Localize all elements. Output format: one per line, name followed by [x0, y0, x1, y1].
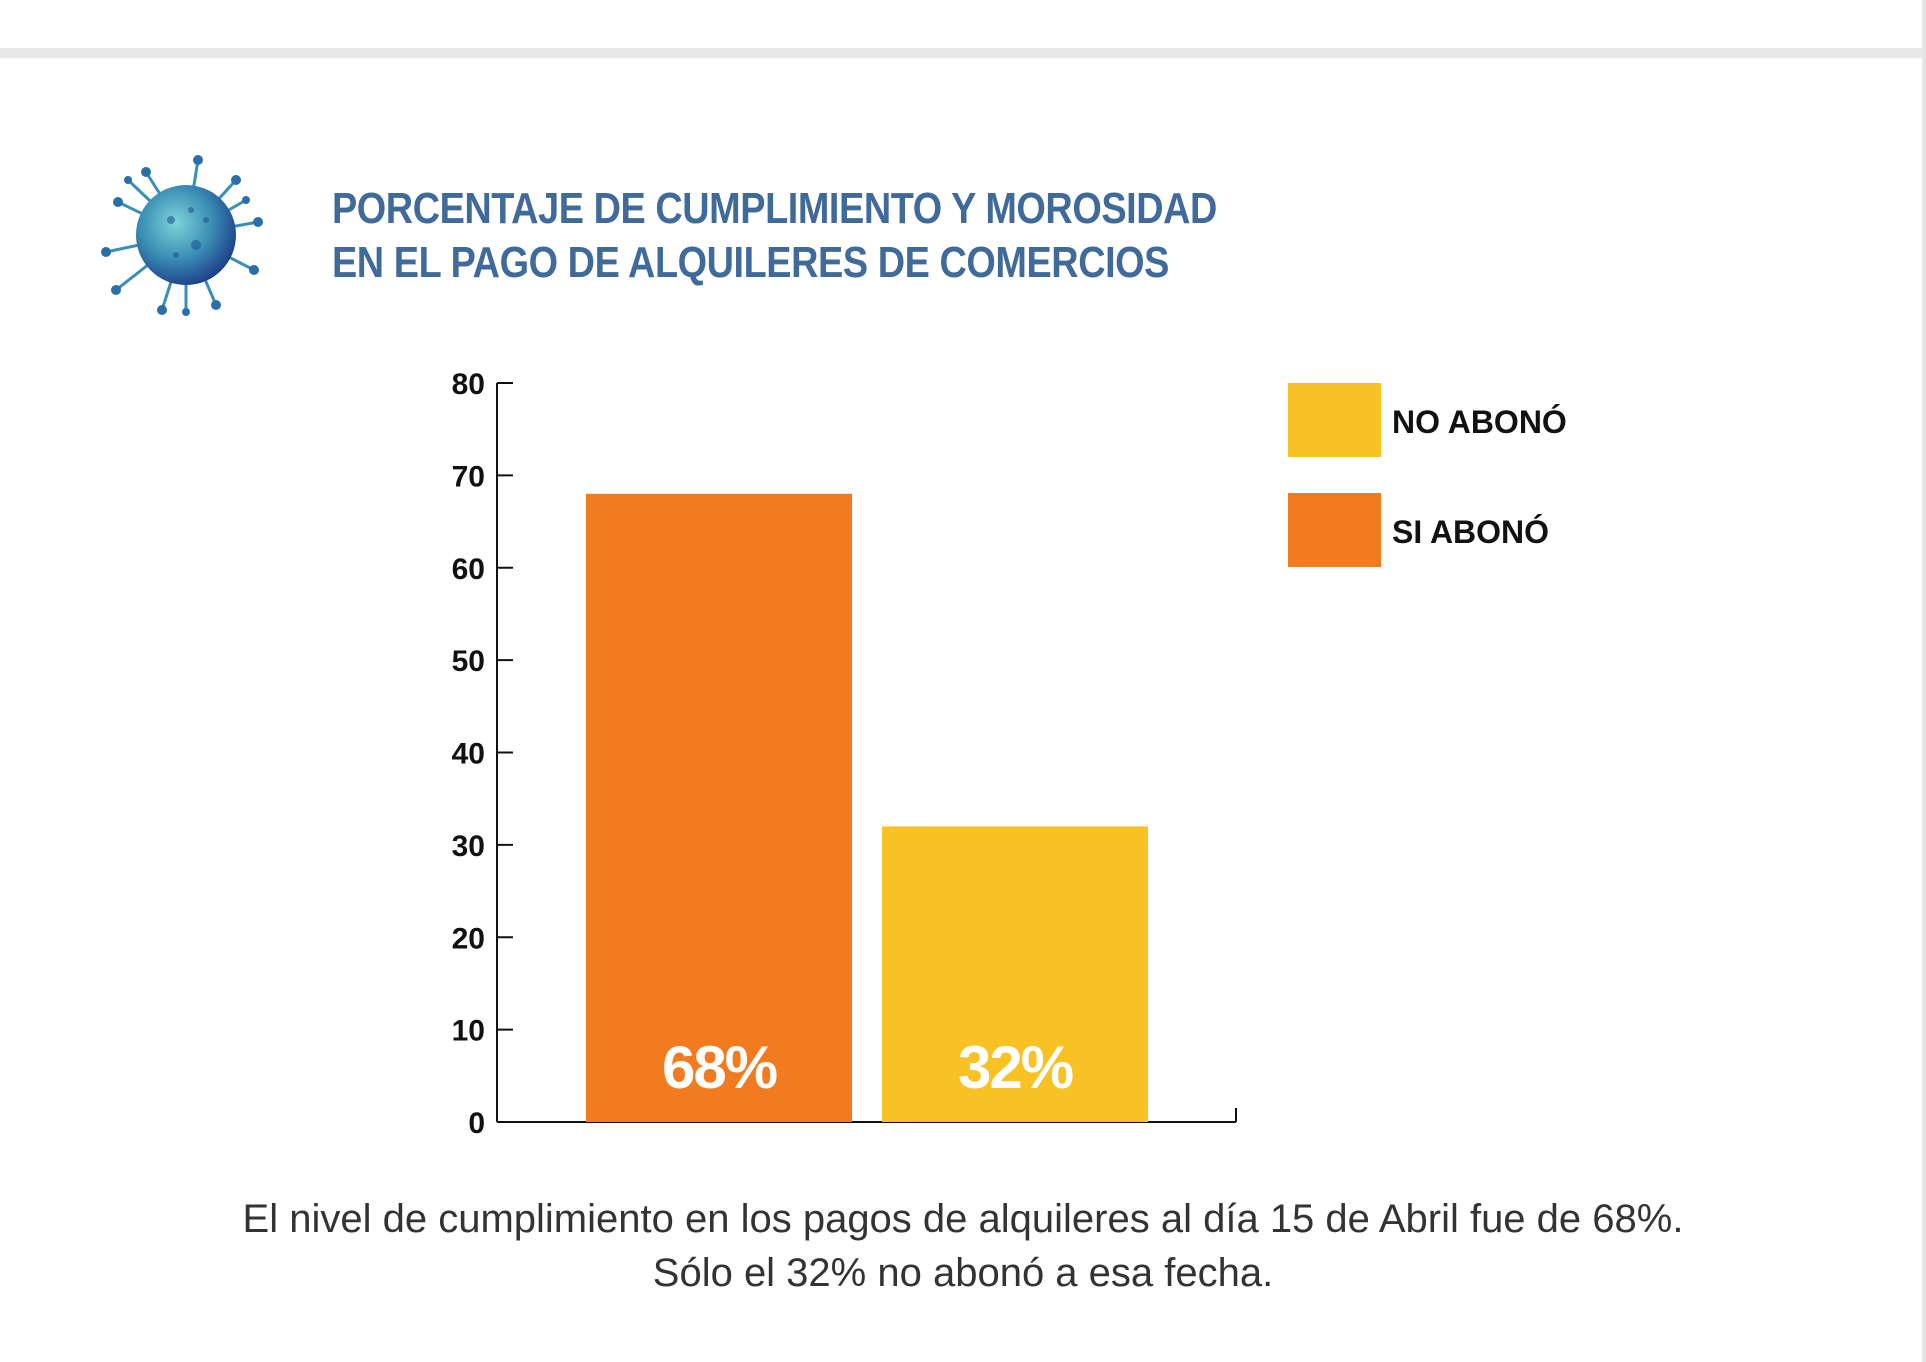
- legend-label: SI ABONÓ: [1392, 514, 1549, 550]
- top-strip: [0, 0, 1926, 58]
- bar-no-abono: [882, 826, 1148, 1122]
- caption-line-1: El nivel de cumplimiento en los pagos de…: [242, 1197, 1684, 1241]
- right-border: [1922, 0, 1926, 1362]
- legend-label: NO ABONÓ: [1392, 404, 1567, 440]
- y-tick-label: 0: [468, 1107, 485, 1140]
- y-tick-label: 20: [452, 922, 485, 955]
- legend-swatch: [1288, 493, 1381, 567]
- bar-si-abono: [586, 493, 852, 1123]
- y-tick-label: 80: [452, 368, 485, 401]
- chart-title-line-2: EN EL PAGO DE ALQUILERES DE COMERCIOS: [332, 238, 1169, 287]
- bar-data-label: 32%: [958, 1034, 1073, 1101]
- legend-swatch: [1288, 383, 1381, 457]
- caption-line-2: Sólo el 32% no abonó a esa fecha.: [652, 1251, 1274, 1295]
- y-tick-label: 70: [452, 460, 485, 493]
- chart-title: PORCENTAJE DE CUMPLIMIENTO Y MOROSIDAD E…: [332, 182, 1217, 290]
- y-tick-label: 40: [452, 738, 485, 771]
- virus-icon: [101, 155, 263, 316]
- y-tick-label: 60: [452, 553, 485, 586]
- bar-data-label: 68%: [662, 1034, 777, 1101]
- chart-title-line-1: PORCENTAJE DE CUMPLIMIENTO Y MOROSIDAD: [332, 184, 1217, 233]
- y-tick-label: 10: [452, 1015, 485, 1048]
- chart-caption: El nivel de cumplimiento en los pagos de…: [0, 1192, 1926, 1300]
- y-tick-label: 50: [452, 645, 485, 678]
- y-tick-label: 30: [452, 830, 485, 863]
